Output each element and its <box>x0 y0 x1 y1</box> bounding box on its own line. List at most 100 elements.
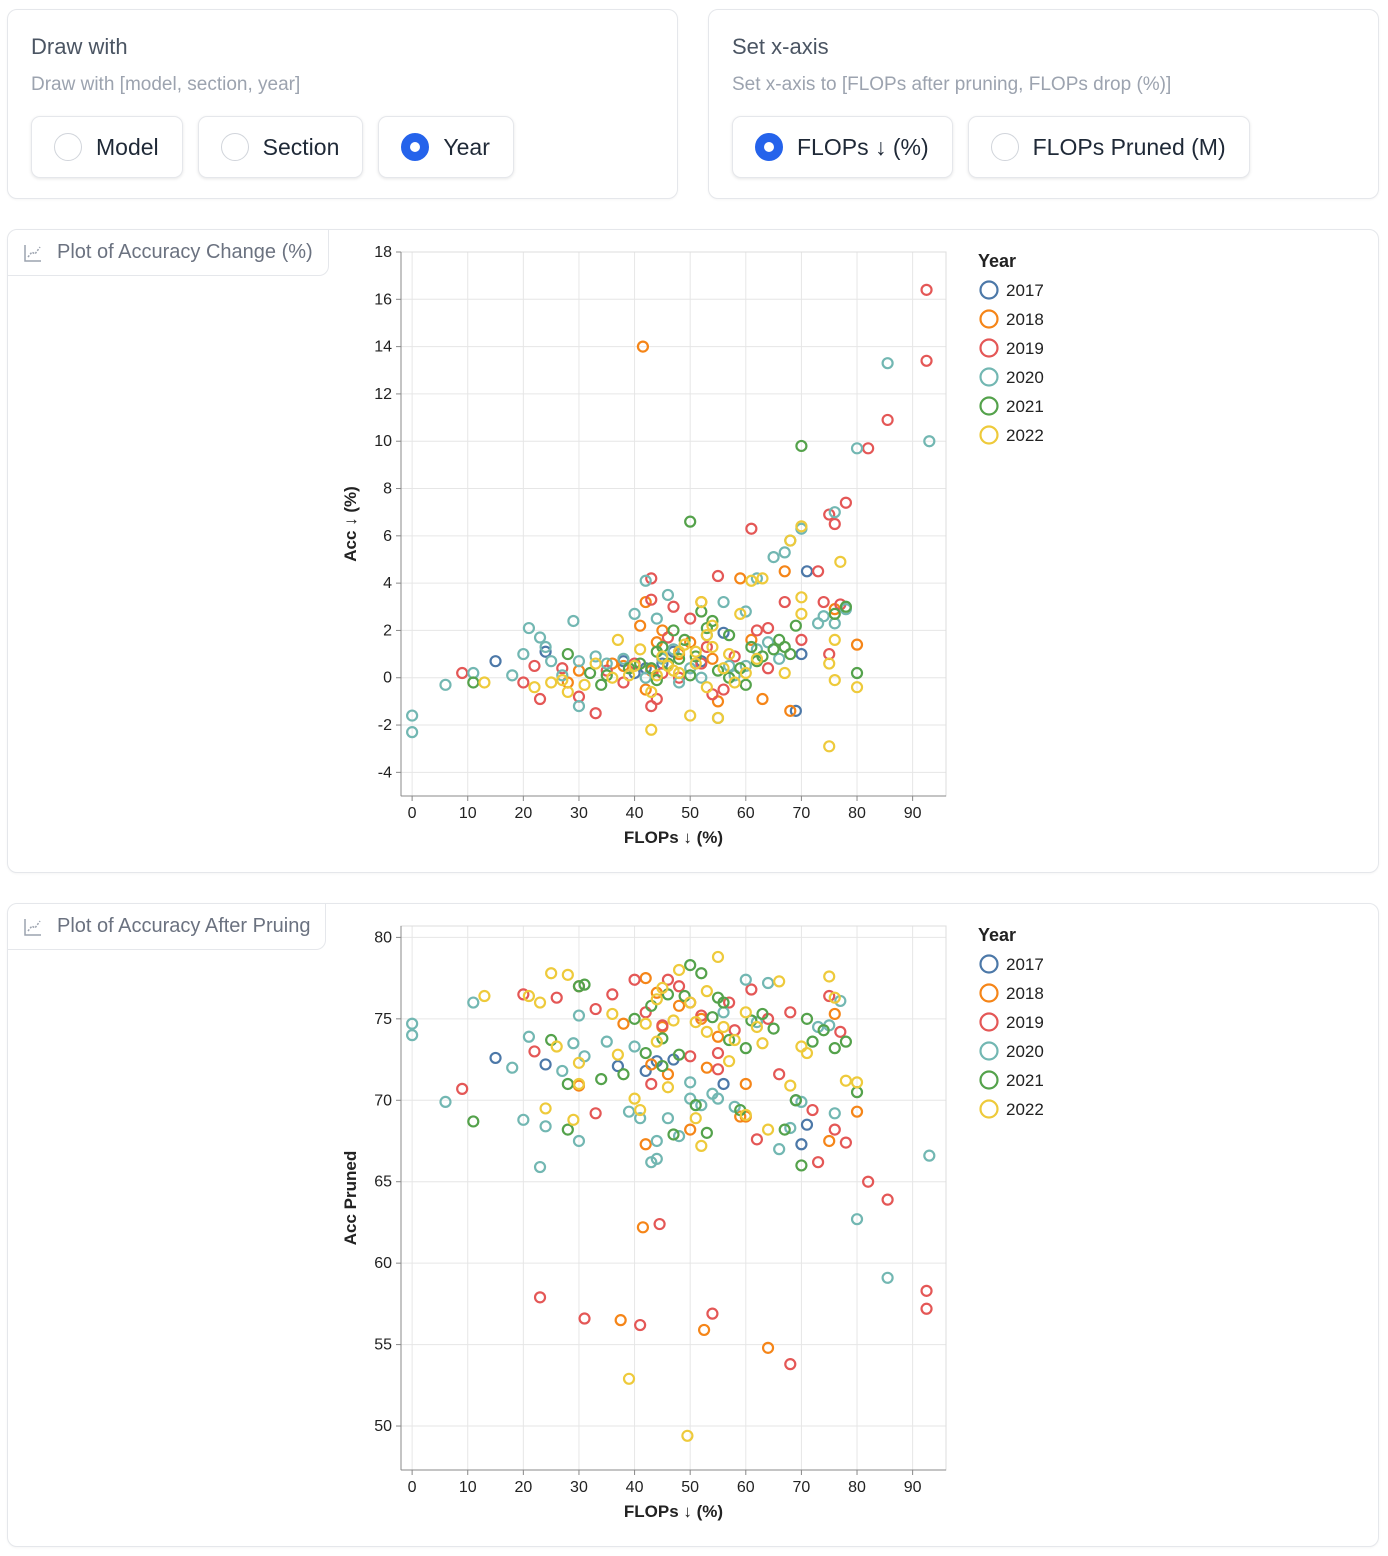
data-point-2022 <box>661 659 675 673</box>
data-point-2021 <box>723 1033 736 1047</box>
data-point-2020 <box>556 669 569 682</box>
radio-circle[interactable] <box>220 133 249 161</box>
data-point-2022 <box>606 671 619 684</box>
data-point-2022 <box>572 1056 586 1069</box>
x-tick-label: 50 <box>681 805 699 822</box>
radio-circle-selected[interactable] <box>401 133 430 161</box>
data-point-2022 <box>700 985 713 998</box>
data-point-2022 <box>689 657 702 670</box>
data-point-2019 <box>881 413 894 427</box>
data-point-2019 <box>528 1045 541 1058</box>
data-point-2018 <box>672 999 686 1012</box>
radio-label: Year <box>443 133 490 160</box>
data-point-2018 <box>761 1341 775 1354</box>
data-point-2022 <box>756 1037 769 1050</box>
data-point-2022 <box>700 629 713 642</box>
plot-label-text: Plot of Accuracy Change (%) <box>57 241 313 263</box>
legend-symbol-2017 <box>979 280 999 300</box>
data-point-2020 <box>750 572 764 585</box>
data-point-2020 <box>773 652 786 665</box>
data-point-2022 <box>695 1139 708 1152</box>
data-point-2021 <box>684 669 697 682</box>
legend-label-2021: 2021 <box>1006 397 1044 416</box>
data-point-2022 <box>723 1055 736 1068</box>
legend-label-2022: 2022 <box>1006 1100 1044 1119</box>
data-point-2021 <box>595 678 608 691</box>
y-tick-label: 55 <box>374 1337 392 1354</box>
data-point-2019 <box>784 1358 797 1371</box>
data-point-2020 <box>650 1134 663 1148</box>
radio-circle[interactable] <box>54 133 82 161</box>
data-point-2021 <box>689 1099 702 1112</box>
data-point-2020 <box>506 1061 519 1074</box>
data-point-2021 <box>617 1068 630 1081</box>
data-point-2022 <box>622 1372 636 1385</box>
data-point-2020 <box>522 621 536 635</box>
data-point-2020 <box>567 1037 580 1050</box>
data-point-2022 <box>478 676 491 689</box>
data-point-2017 <box>489 1051 502 1065</box>
legend-symbol-2021 <box>979 1070 999 1090</box>
data-point-2021 <box>650 674 663 687</box>
radio-circle-selected[interactable] <box>755 133 783 161</box>
data-point-2018 <box>778 565 791 578</box>
legend-label-2019: 2019 <box>1006 1013 1044 1032</box>
x-tick-label: 30 <box>570 805 588 822</box>
data-point-2021 <box>622 662 636 675</box>
plot-label: Plot of Accuracy Change (%) <box>8 230 329 276</box>
data-point-2020 <box>467 996 480 1009</box>
data-point-2019 <box>556 662 569 675</box>
data-point-2018 <box>617 1017 630 1030</box>
data-point-2022 <box>728 676 741 689</box>
data-point-2019 <box>456 666 469 680</box>
data-point-2022 <box>828 991 841 1004</box>
data-point-2022 <box>839 1074 852 1087</box>
data-point-2022 <box>706 619 719 632</box>
data-point-2019 <box>761 621 775 635</box>
radio-option-section[interactable]: Section <box>197 116 364 178</box>
data-point-2021 <box>695 967 708 980</box>
data-point-2019 <box>750 1133 764 1146</box>
data-point-2019 <box>639 1006 652 1019</box>
data-point-2022 <box>689 1015 702 1029</box>
data-point-2019 <box>667 600 680 613</box>
legend-symbol-2019 <box>979 338 999 358</box>
data-point-2022 <box>606 1007 619 1021</box>
data-point-2019 <box>711 1063 725 1076</box>
data-point-2022 <box>656 981 669 994</box>
x-tick-label: 60 <box>737 1479 755 1496</box>
data-point-2019 <box>839 496 852 509</box>
data-point-2021 <box>789 1094 802 1107</box>
data-point-2019 <box>834 1025 847 1038</box>
data-point-2018 <box>850 638 864 651</box>
x-tick-label: 0 <box>408 805 417 822</box>
data-point-2022 <box>745 574 758 587</box>
data-point-2021 <box>800 1012 814 1025</box>
radio-circle[interactable] <box>990 133 1019 161</box>
legend-label-2018: 2018 <box>1006 984 1044 1003</box>
y-tick-label: 50 <box>374 1418 392 1435</box>
data-point-2022 <box>711 950 725 964</box>
x-tick-label: 20 <box>514 1479 532 1496</box>
data-point-2018 <box>617 659 630 673</box>
data-point-2019 <box>862 1175 875 1188</box>
data-point-2022 <box>850 681 864 694</box>
data-point-2019 <box>661 973 675 986</box>
radio-option-flops-pruned[interactable]: FLOPs Pruned (M) <box>967 116 1250 178</box>
radio-option-model[interactable]: Model <box>31 116 183 178</box>
radio-option-flops-drop[interactable]: FLOPs ↓ (%) <box>732 116 953 178</box>
data-point-2018 <box>684 1123 697 1136</box>
data-point-2020 <box>545 655 558 668</box>
radio-option-year[interactable]: Year <box>378 116 514 178</box>
data-point-2021 <box>667 1128 680 1141</box>
data-point-2020 <box>739 659 752 673</box>
radio-label: Model <box>96 133 159 160</box>
data-point-2022 <box>711 711 725 725</box>
draw-with-panel: Draw with Draw with [model, section, yea… <box>7 9 678 199</box>
data-point-2022 <box>695 595 708 609</box>
data-point-2018 <box>684 636 697 649</box>
data-point-2019 <box>706 1307 719 1320</box>
data-point-2022 <box>650 993 663 1006</box>
draw-with-radio-group: Model Section Year <box>31 116 514 178</box>
data-point-2018 <box>734 572 747 585</box>
